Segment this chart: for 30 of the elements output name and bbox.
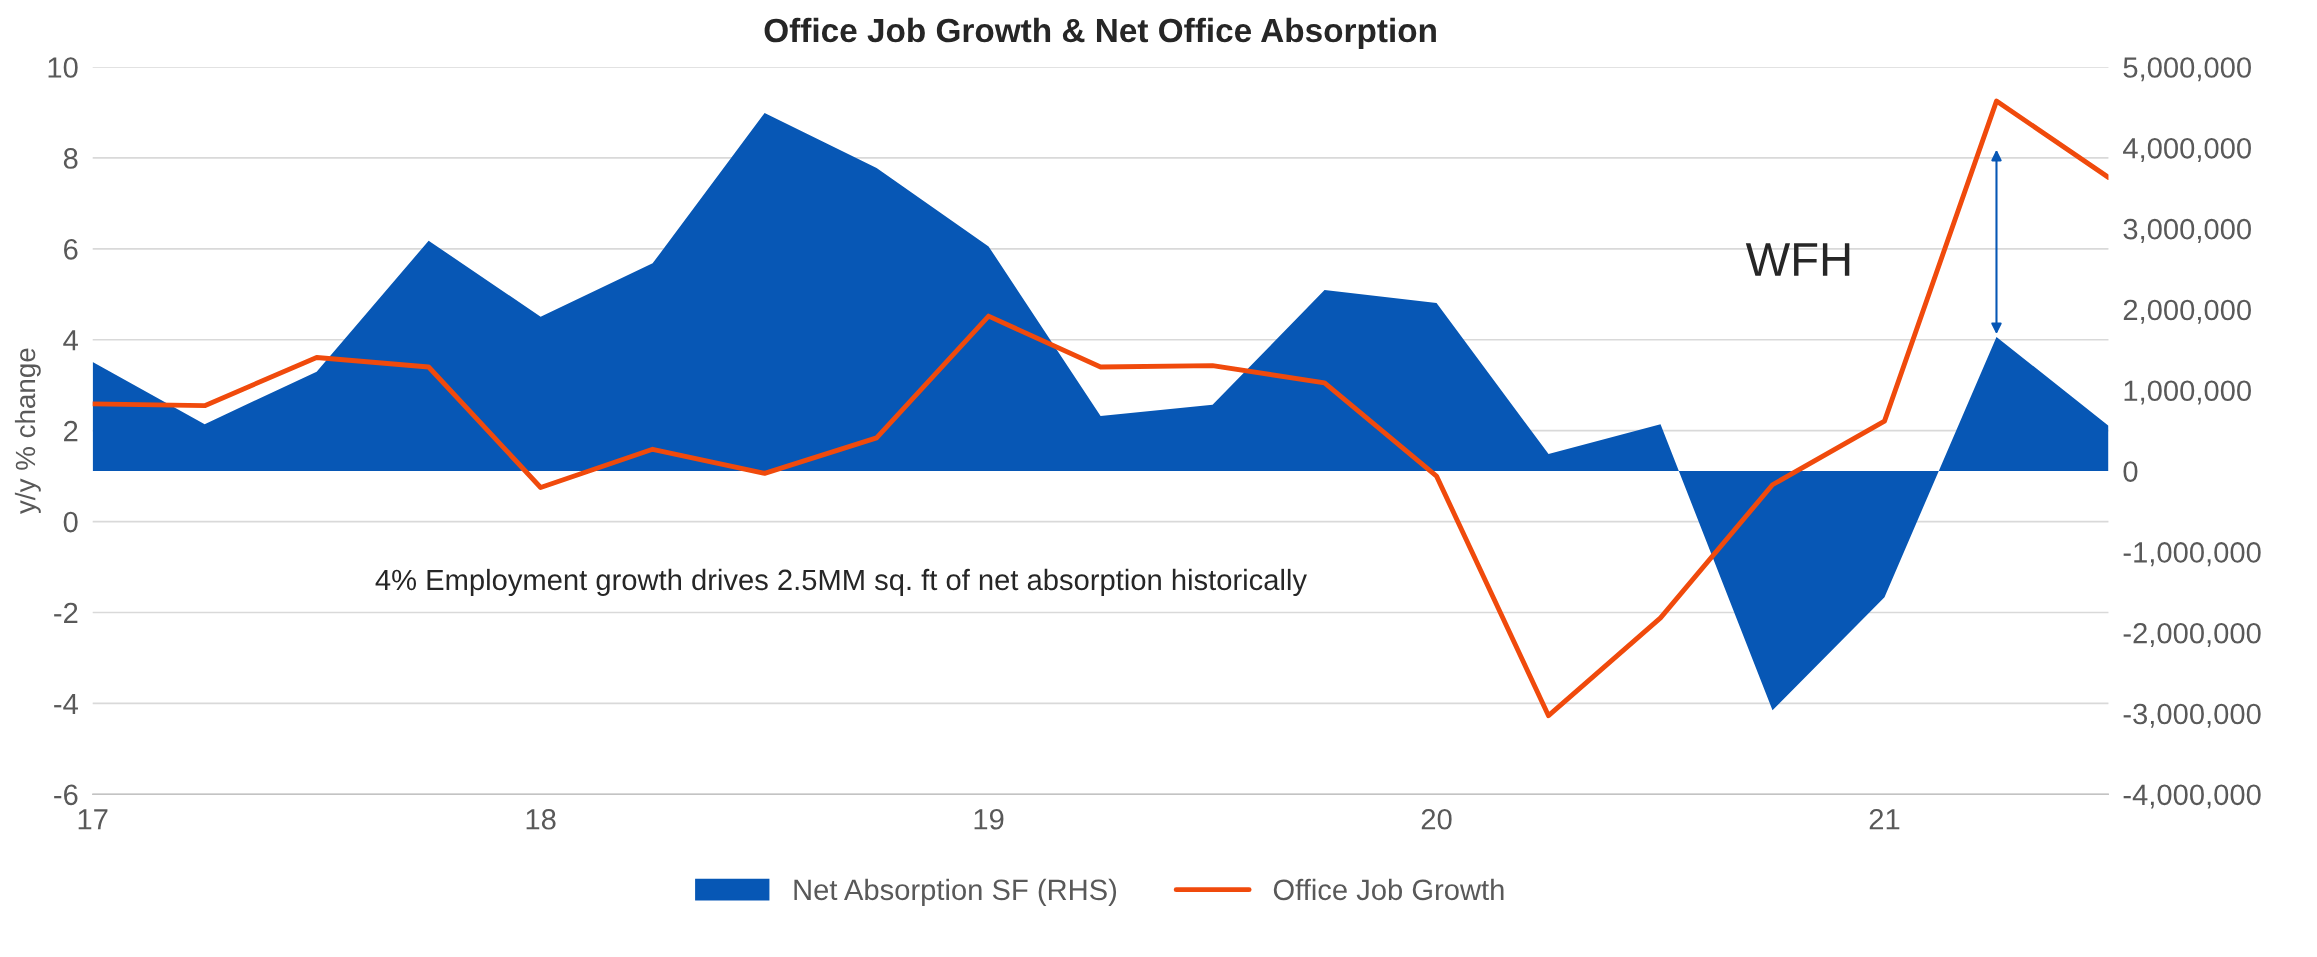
x-tick-label: 20 (1421, 808, 1452, 830)
legend-label: Net Absorption SF (RHS) (794, 878, 1117, 906)
x-tick-label: 21 (1869, 808, 1900, 830)
y-tick-label: 6 (64, 239, 78, 260)
y-tick-label: 2 (64, 420, 78, 442)
y2-tick-label: 0 (2123, 461, 2138, 482)
y2-tick-label: -1,000,000 (2123, 542, 2261, 567)
y-tick-label: 0 (63, 511, 78, 533)
x-tick-label: 17 (78, 809, 108, 830)
y2-tick-label: 3,000,000 (2123, 218, 2251, 243)
y2-tick-label: 4,000,000 (2123, 138, 2251, 163)
x-tick-label: 19 (974, 808, 1004, 830)
y2-tick-label: 1,000,000 (2124, 380, 2251, 405)
y2-tick-label: -4,000,000 (2123, 784, 2261, 809)
y-tick-label: 8 (63, 148, 78, 169)
y-tick-label: -4 (54, 693, 78, 714)
annotation: 4% Employment growth drives 2.5MM sq. ft of net absorption historically (375, 568, 1307, 597)
y-tick-label: 10 (48, 57, 78, 78)
x-tick-label: 18 (526, 808, 556, 830)
y2-tick-label: 5,000,000 (2123, 57, 2251, 82)
annotation: WFH (1745, 243, 1850, 276)
legend-label: Office Job Growth (1273, 878, 1504, 901)
y-axis-title: y/y % change (14, 348, 41, 514)
chart-title: Office Job Growth & Net Office Absorption (764, 17, 1436, 49)
y2-tick-label: -2,000,000 (2123, 622, 2261, 647)
y-tick-label: 4 (63, 330, 78, 351)
y2-tick-label: 2,000,000 (2123, 299, 2251, 324)
y-tick-label: -2 (54, 602, 78, 624)
y2-tick-label: -3,000,000 (2123, 703, 2261, 728)
y-tick-label: -6 (54, 784, 78, 806)
